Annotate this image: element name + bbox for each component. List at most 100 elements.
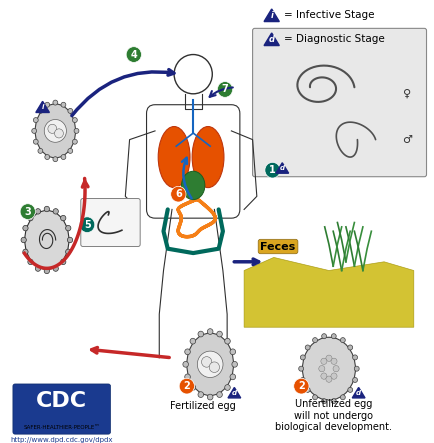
Text: 2: 2: [183, 381, 190, 391]
Polygon shape: [243, 257, 413, 327]
Circle shape: [332, 365, 339, 372]
Circle shape: [48, 124, 56, 133]
Circle shape: [207, 394, 213, 400]
FancyBboxPatch shape: [81, 198, 140, 246]
Circle shape: [67, 237, 72, 243]
Circle shape: [190, 385, 195, 390]
Circle shape: [72, 139, 77, 144]
Circle shape: [79, 217, 95, 233]
FancyBboxPatch shape: [13, 384, 110, 434]
Ellipse shape: [187, 333, 233, 396]
Text: Feces: Feces: [260, 241, 295, 252]
Circle shape: [231, 361, 237, 367]
Circle shape: [340, 338, 345, 342]
Text: Fertilized egg: Fertilized egg: [169, 401, 235, 412]
Circle shape: [33, 117, 38, 123]
Text: Unfertilized egg
will not undergo
biological development.: Unfertilized egg will not undergo biolog…: [274, 399, 391, 432]
Circle shape: [53, 100, 58, 105]
Text: = Diagnostic Stage: = Diagnostic Stage: [284, 34, 384, 44]
Circle shape: [28, 259, 33, 264]
Text: d: d: [279, 165, 284, 171]
Circle shape: [312, 338, 317, 342]
Circle shape: [53, 157, 58, 162]
Text: = Infective Stage: = Infective Stage: [284, 10, 374, 20]
Ellipse shape: [181, 171, 204, 200]
Circle shape: [184, 374, 190, 380]
Circle shape: [216, 392, 222, 397]
Circle shape: [66, 225, 71, 231]
Text: ♂: ♂: [401, 135, 411, 144]
Circle shape: [331, 334, 335, 339]
Text: d: d: [268, 35, 274, 44]
Circle shape: [347, 387, 352, 392]
Polygon shape: [275, 163, 288, 173]
Circle shape: [305, 345, 309, 350]
Polygon shape: [263, 9, 279, 22]
Circle shape: [320, 373, 326, 379]
Circle shape: [38, 109, 43, 113]
Text: i: i: [270, 11, 273, 20]
Polygon shape: [352, 388, 364, 398]
Circle shape: [33, 139, 38, 144]
Circle shape: [300, 377, 305, 382]
Circle shape: [66, 249, 71, 255]
Circle shape: [60, 215, 66, 221]
Circle shape: [184, 349, 190, 355]
Circle shape: [44, 268, 49, 274]
Circle shape: [230, 374, 235, 380]
Circle shape: [340, 395, 345, 400]
Text: 2: 2: [297, 381, 304, 391]
Circle shape: [197, 392, 203, 397]
Text: 6: 6: [174, 189, 181, 199]
Circle shape: [35, 209, 40, 214]
Circle shape: [68, 148, 72, 153]
Circle shape: [293, 378, 308, 394]
Circle shape: [74, 128, 79, 133]
Circle shape: [61, 155, 66, 159]
Circle shape: [347, 345, 352, 350]
Circle shape: [197, 331, 203, 337]
Ellipse shape: [35, 104, 76, 158]
Text: 3: 3: [24, 206, 31, 217]
Circle shape: [320, 358, 326, 365]
Circle shape: [352, 355, 357, 360]
Circle shape: [201, 357, 211, 367]
Ellipse shape: [192, 127, 224, 188]
Circle shape: [305, 387, 309, 392]
Circle shape: [21, 237, 26, 243]
Circle shape: [72, 117, 77, 123]
Text: http://www.dpd.cdc.gov/dpdx: http://www.dpd.cdc.gov/dpdx: [10, 437, 113, 443]
Circle shape: [352, 377, 357, 382]
Circle shape: [321, 399, 326, 404]
Circle shape: [330, 373, 336, 379]
Polygon shape: [263, 33, 279, 46]
Circle shape: [35, 266, 40, 271]
Text: 5: 5: [84, 220, 90, 230]
Circle shape: [298, 366, 303, 371]
Circle shape: [179, 378, 194, 394]
Circle shape: [126, 47, 141, 62]
Circle shape: [38, 148, 43, 153]
Circle shape: [264, 162, 279, 178]
Circle shape: [45, 102, 49, 107]
Circle shape: [230, 349, 235, 355]
Circle shape: [300, 355, 305, 360]
Circle shape: [216, 331, 222, 337]
Ellipse shape: [302, 337, 355, 400]
Circle shape: [44, 120, 66, 142]
Text: 7: 7: [221, 85, 228, 94]
Circle shape: [53, 209, 58, 214]
Circle shape: [209, 362, 219, 373]
Circle shape: [312, 395, 317, 400]
Circle shape: [53, 266, 58, 271]
Text: i: i: [41, 104, 44, 110]
Text: SAFER·HEALTHIER·PEOPLE™: SAFER·HEALTHIER·PEOPLE™: [23, 424, 100, 430]
Circle shape: [20, 204, 35, 219]
Circle shape: [224, 338, 230, 344]
Circle shape: [170, 187, 186, 202]
Circle shape: [61, 102, 66, 107]
Polygon shape: [227, 388, 240, 398]
Circle shape: [32, 128, 36, 133]
Circle shape: [217, 82, 232, 97]
Text: d: d: [355, 390, 360, 396]
